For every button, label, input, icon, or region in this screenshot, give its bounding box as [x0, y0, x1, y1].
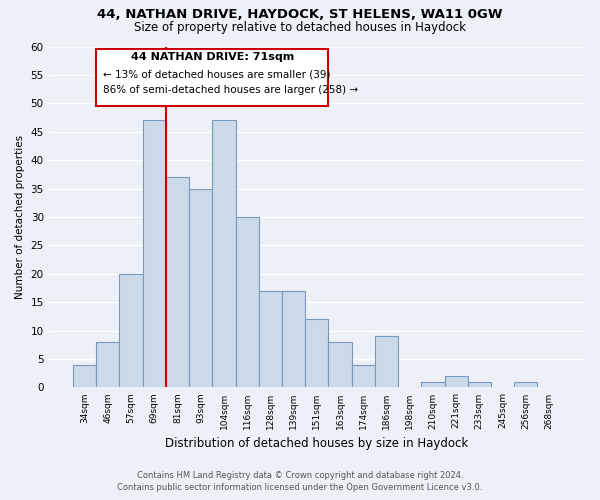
Text: Contains HM Land Registry data © Crown copyright and database right 2024.
Contai: Contains HM Land Registry data © Crown c…	[118, 471, 482, 492]
Bar	[468, 382, 491, 388]
Bar	[352, 364, 375, 388]
Bar	[305, 319, 328, 388]
X-axis label: Distribution of detached houses by size in Haydock: Distribution of detached houses by size …	[165, 437, 469, 450]
FancyBboxPatch shape	[96, 50, 328, 106]
Bar	[143, 120, 166, 388]
Y-axis label: Number of detached properties: Number of detached properties	[15, 135, 25, 299]
Bar	[445, 376, 468, 388]
Bar	[73, 364, 96, 388]
Bar	[166, 177, 189, 388]
Text: ← 13% of detached houses are smaller (39): ← 13% of detached houses are smaller (39…	[103, 69, 331, 79]
Bar	[514, 382, 538, 388]
Bar	[259, 291, 282, 388]
Text: 44 NATHAN DRIVE: 71sqm: 44 NATHAN DRIVE: 71sqm	[131, 52, 294, 62]
Bar	[212, 120, 236, 388]
Text: Size of property relative to detached houses in Haydock: Size of property relative to detached ho…	[134, 21, 466, 34]
Text: 44, NATHAN DRIVE, HAYDOCK, ST HELENS, WA11 0GW: 44, NATHAN DRIVE, HAYDOCK, ST HELENS, WA…	[97, 8, 503, 20]
Bar	[421, 382, 445, 388]
Bar	[96, 342, 119, 388]
Bar	[189, 188, 212, 388]
Bar	[328, 342, 352, 388]
Text: 86% of semi-detached houses are larger (258) →: 86% of semi-detached houses are larger (…	[103, 84, 358, 94]
Bar	[282, 291, 305, 388]
Bar	[119, 274, 143, 388]
Bar	[236, 217, 259, 388]
Bar	[375, 336, 398, 388]
